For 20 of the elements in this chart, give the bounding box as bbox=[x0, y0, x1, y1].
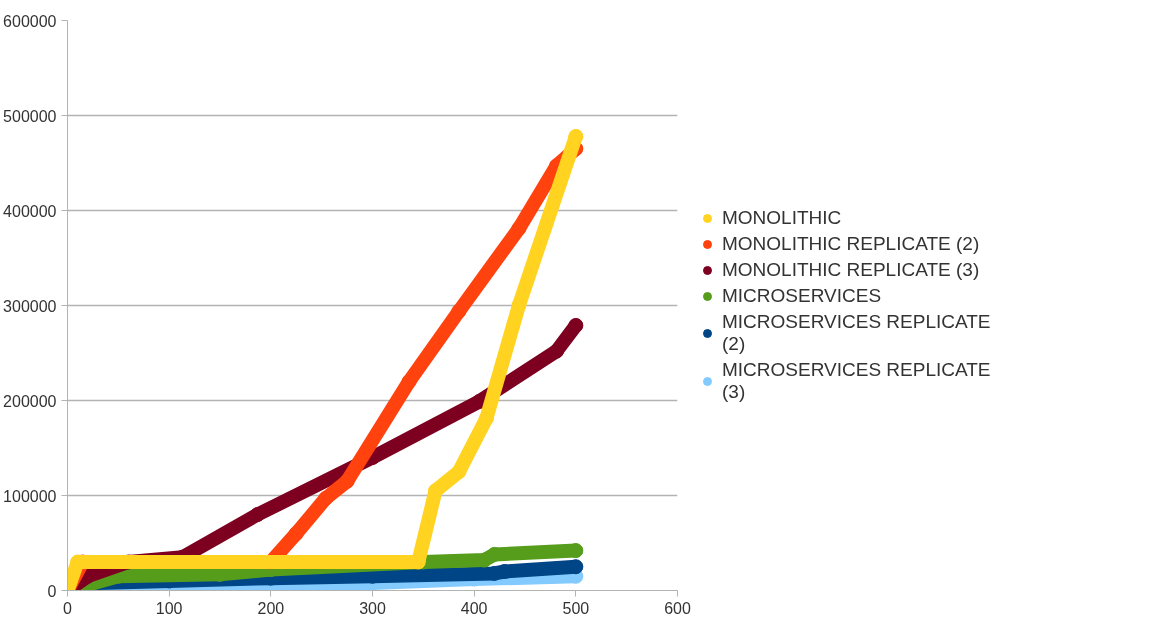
x-tick-label: 500 bbox=[562, 599, 590, 617]
legend-label: MONOLITHIC bbox=[722, 207, 842, 229]
x-tick-label: 400 bbox=[460, 599, 488, 617]
y-tick-label: 0 bbox=[47, 582, 57, 600]
y-tick-label: 100000 bbox=[3, 487, 57, 505]
legend-label: MONOLITHIC REPLICATE (2) bbox=[722, 233, 980, 255]
x-tick-label: 0 bbox=[63, 599, 73, 617]
x-tick-label: 300 bbox=[359, 599, 386, 617]
y-tick-label: 400000 bbox=[3, 202, 57, 220]
x-tick-label: 200 bbox=[257, 599, 285, 617]
y-tick-label: 600000 bbox=[3, 12, 57, 30]
y-tick-label: 300000 bbox=[3, 297, 57, 315]
x-tick-label: 100 bbox=[155, 599, 183, 617]
legend-label: MICROSERVICES REPLICATE (3) bbox=[722, 359, 991, 403]
legend-label: MONOLITHIC REPLICATE (3) bbox=[722, 259, 980, 281]
y-tick-label: 200000 bbox=[3, 392, 57, 410]
y-tick-label: 500000 bbox=[3, 107, 57, 125]
legend-label: MICROSERVICES bbox=[722, 285, 882, 307]
x-tick-label: 600 bbox=[664, 599, 691, 617]
legend-label: MICROSERVICES REPLICATE (2) bbox=[722, 311, 991, 355]
